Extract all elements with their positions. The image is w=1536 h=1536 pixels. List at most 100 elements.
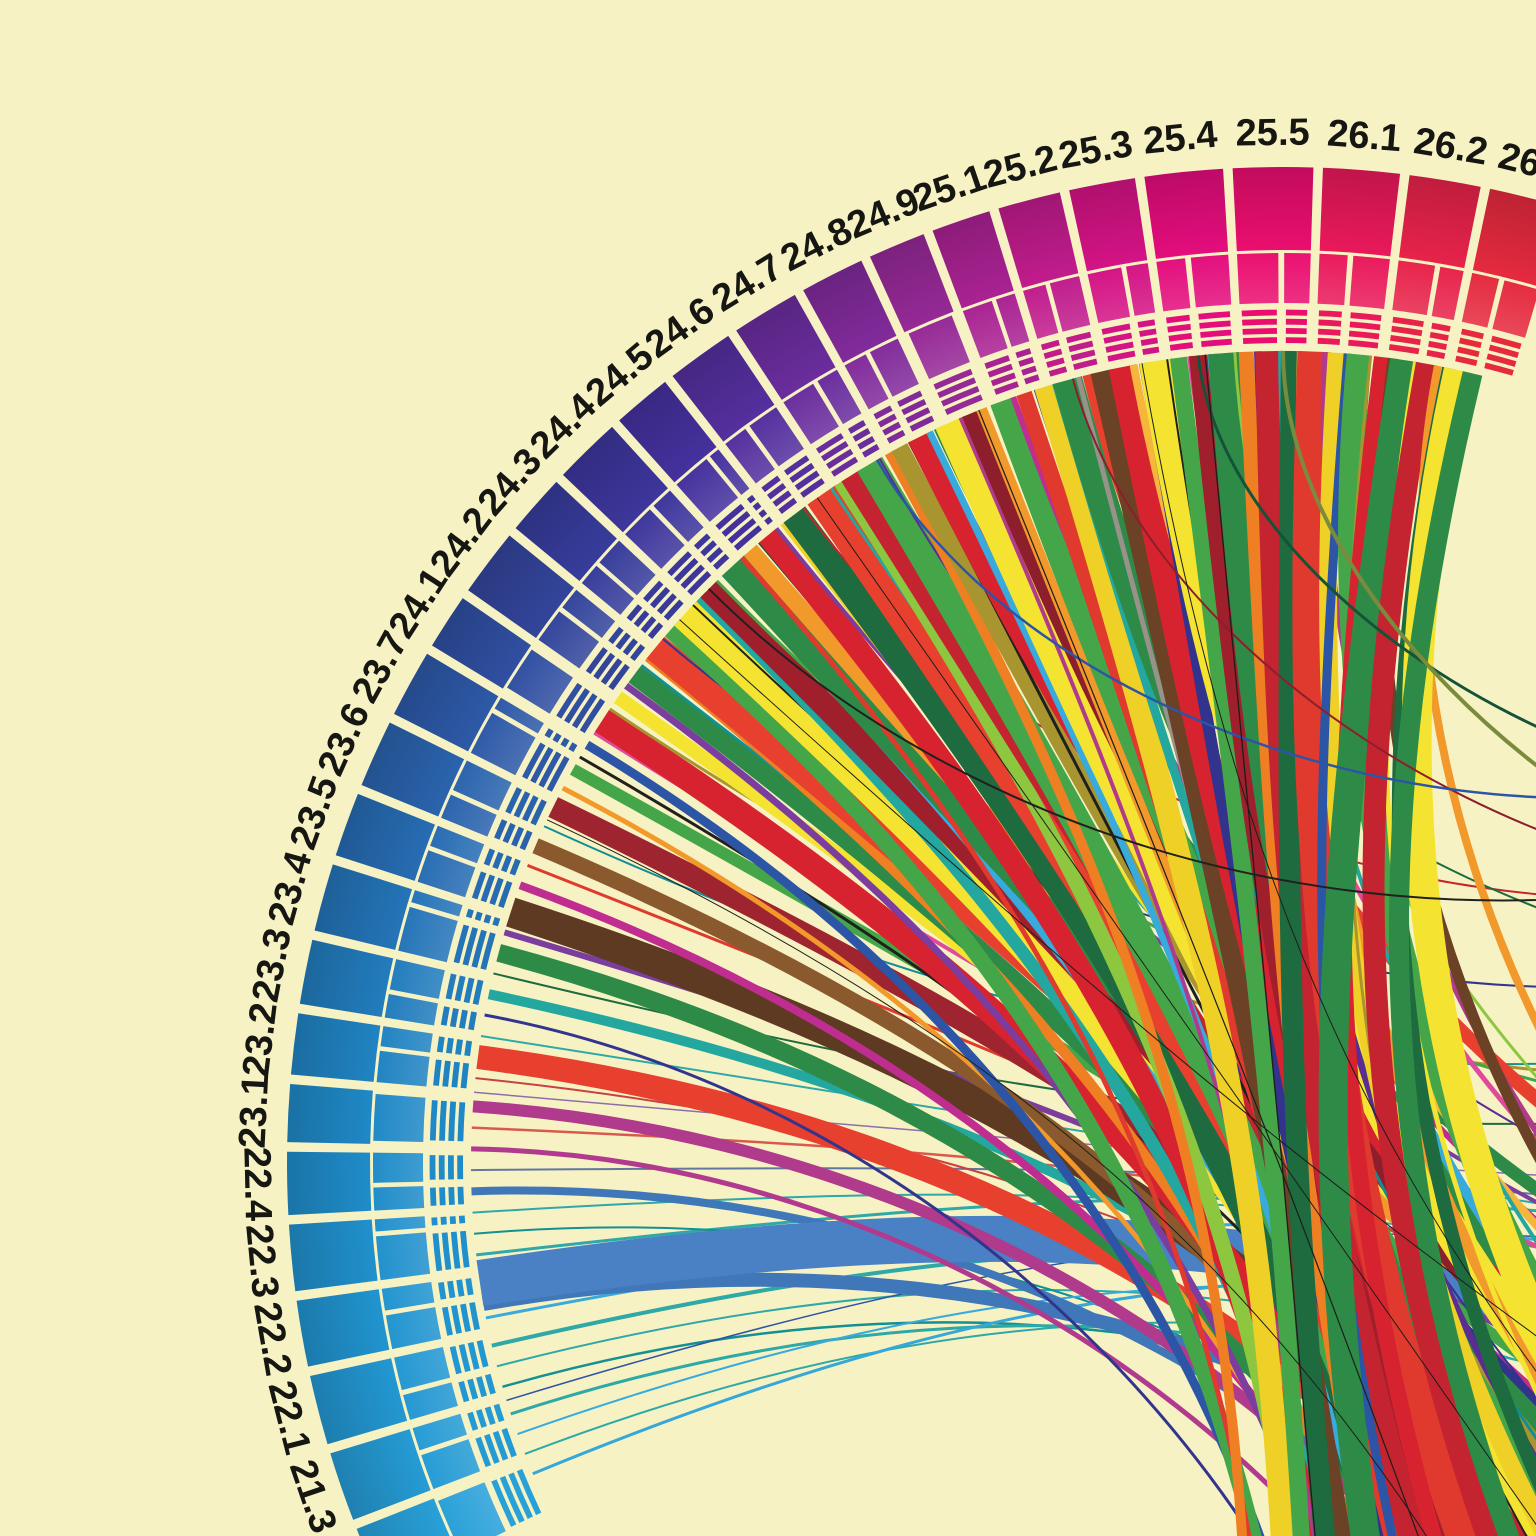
segment-stripe [905, 407, 931, 424]
segment-stripe [1105, 341, 1134, 353]
segment-block-middle [389, 959, 445, 999]
segment-stripe [680, 564, 705, 589]
segment-stripe [944, 394, 983, 415]
segment-block-middle [430, 825, 485, 864]
segment-stripe [1198, 311, 1231, 320]
segment-stripe [1429, 331, 1449, 341]
segment-stripe [1103, 332, 1133, 344]
segment-stripe [1066, 331, 1092, 344]
segment-block-middle [725, 428, 775, 484]
segment-stripe [471, 871, 487, 900]
segment-block-outer [330, 1429, 431, 1520]
segment-block-middle [507, 649, 574, 714]
segment-stripe [647, 622, 664, 639]
segment-stripe [800, 478, 825, 498]
segment-block-outer [619, 381, 717, 483]
segment-stripe [571, 693, 598, 729]
segment-block-middle [581, 565, 635, 615]
segment-block-middle [817, 369, 862, 425]
segment-stripe [556, 682, 583, 719]
ribbon [664, 624, 1262, 1536]
segment-stripe [940, 385, 980, 407]
segment-stripe [475, 1436, 492, 1468]
segment-block-middle [1392, 260, 1436, 316]
segment-stripe [457, 1186, 465, 1205]
segment-block-middle [411, 890, 463, 917]
segment-stripe [455, 1039, 463, 1055]
segment-stripe [538, 751, 562, 788]
segment-stripe [1348, 339, 1379, 349]
segment-block-outer [290, 1013, 381, 1082]
segment-block-middle [599, 540, 656, 596]
segment-block-middle [562, 589, 616, 638]
segment-block-outer [288, 1219, 378, 1292]
segment-block-outer [803, 260, 897, 363]
ribbon [1388, 371, 1520, 1536]
segment-block-middle [1236, 253, 1279, 305]
segment-stripe [432, 1233, 443, 1272]
segment-stripe [450, 1231, 461, 1269]
segment-stripe [1431, 322, 1451, 332]
segment-block-middle [1023, 284, 1059, 339]
segment-stripe [441, 1306, 453, 1336]
segment-stripe [746, 494, 756, 504]
segment-stripe [783, 455, 810, 476]
segment-stripe [513, 791, 531, 818]
segment-stripe [758, 509, 768, 518]
segment-stripe [630, 644, 646, 662]
segment-stripe [429, 1100, 438, 1141]
segment-stripe [458, 1215, 466, 1224]
segment-block-middle [384, 994, 438, 1026]
segment-stripe [712, 553, 730, 570]
segment-stripe [1318, 319, 1342, 327]
segment-stripe [990, 372, 1016, 387]
segment-stripe [1455, 355, 1478, 367]
segment-block-middle [908, 315, 970, 380]
segment-block-outer [468, 535, 574, 639]
segment-stripe [1137, 319, 1156, 328]
segment-block-middle [452, 760, 512, 811]
ribbon [875, 459, 1536, 799]
segment-block-middle [394, 1346, 451, 1391]
segment-block-middle [783, 383, 839, 445]
segment-stripe [509, 858, 521, 876]
segment-stripe [449, 1007, 459, 1028]
segment-stripe [460, 1230, 470, 1268]
segment-stripe [458, 1380, 470, 1403]
segment-stripe [480, 932, 496, 970]
segment-stripe [1140, 337, 1159, 346]
segment-block-middle [470, 712, 536, 776]
segment-stripe [667, 551, 692, 577]
segment-block-middle [374, 1216, 426, 1232]
segment-stripe [1391, 325, 1423, 337]
segment-block-middle [417, 850, 476, 898]
ribbon [1141, 363, 1536, 1372]
segment-stripe [649, 586, 671, 609]
segment-stripe [498, 880, 513, 908]
segment-label: 26.1 [1326, 112, 1403, 160]
segment-stripe [483, 848, 496, 866]
segment-stripe [766, 482, 787, 500]
segment-block-middle [373, 1093, 426, 1142]
segment-stripe [451, 1061, 460, 1088]
segment-stripe [429, 1187, 437, 1206]
segment-stripe [502, 822, 516, 844]
segment-stripe [458, 1344, 471, 1373]
segment-stripe [733, 525, 763, 551]
segment-stripe [585, 647, 608, 675]
segment-stripe [467, 1342, 480, 1370]
segment-stripe [476, 1376, 488, 1398]
segment-stripe [560, 737, 570, 748]
ribbon [1196, 355, 1536, 728]
segment-stripe [794, 470, 820, 491]
segment-block-outer [1472, 188, 1536, 286]
segment-block-middle [381, 1281, 435, 1311]
segment-block-outer [361, 722, 465, 817]
segment-stripe [1285, 309, 1308, 316]
segment-stripe [886, 429, 906, 444]
segment-block-middle [398, 906, 458, 963]
ribbon [708, 588, 1536, 902]
segment-stripe [1285, 318, 1308, 325]
segment-stripe [484, 1406, 496, 1426]
segment-stripe [492, 917, 501, 927]
